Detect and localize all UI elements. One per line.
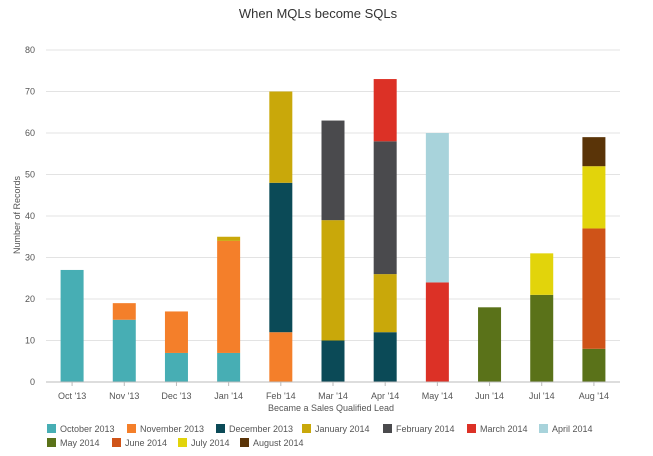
x-tick-label: Mar '14	[318, 391, 348, 401]
bar-segment[interactable]	[217, 240, 241, 353]
legend-label: June 2014	[125, 438, 167, 448]
legend-swatch	[539, 424, 548, 433]
bar-segment[interactable]	[478, 307, 502, 382]
legend-item[interactable]: May 2014	[47, 438, 100, 448]
bars	[60, 79, 606, 383]
x-axis-ticks: Oct '13 Nov '13 Dec '13 Jan '14 Feb '14 Mar '…	[58, 382, 609, 401]
legend-swatch	[302, 424, 311, 433]
legend-item[interactable]: August 2014	[240, 438, 304, 448]
legend-label: October 2013	[60, 424, 115, 434]
y-tick-label: 20	[25, 294, 35, 304]
legend-swatch	[47, 424, 56, 433]
legend-swatch	[216, 424, 225, 433]
bar-segment[interactable]	[164, 311, 188, 353]
x-tick-label: Aug '14	[579, 391, 609, 401]
bar-segment[interactable]	[425, 133, 449, 283]
legend: October 2013 November 2013 December 2013 Ja…	[47, 424, 593, 448]
bar-segment[interactable]	[530, 294, 554, 382]
bar-segment[interactable]	[373, 141, 397, 275]
legend-swatch	[127, 424, 136, 433]
y-tick-label: 40	[25, 211, 35, 221]
legend-item[interactable]: June 2014	[112, 438, 167, 448]
y-tick-label: 50	[25, 170, 35, 180]
legend-item[interactable]: April 2014	[539, 424, 593, 434]
legend-label: August 2014	[253, 438, 304, 448]
y-axis-ticks: 0 10 20 30 40 50 60 70 80	[25, 45, 35, 387]
legend-swatch	[178, 438, 187, 447]
legend-item[interactable]: July 2014	[178, 438, 230, 448]
bar-segment[interactable]	[582, 137, 606, 167]
x-tick-label: Jan '14	[214, 391, 243, 401]
bar-segment[interactable]	[60, 269, 84, 382]
x-tick-label: Apr '14	[371, 391, 399, 401]
legend-item[interactable]: November 2013	[127, 424, 204, 434]
y-tick-label: 70	[25, 87, 35, 97]
y-tick-label: 10	[25, 336, 35, 346]
y-tick-label: 30	[25, 253, 35, 263]
bar-segment[interactable]	[164, 352, 188, 382]
legend-label: November 2013	[140, 424, 204, 434]
legend-label: February 2014	[396, 424, 455, 434]
bar-segment[interactable]	[425, 282, 449, 382]
bar-segment[interactable]	[321, 220, 345, 341]
legend-swatch	[112, 438, 121, 447]
legend-item[interactable]: February 2014	[383, 424, 455, 434]
bar-segment[interactable]	[373, 79, 397, 142]
legend-item[interactable]: March 2014	[467, 424, 528, 434]
legend-swatch	[383, 424, 392, 433]
legend-label: July 2014	[191, 438, 230, 448]
legend-item[interactable]: December 2013	[216, 424, 293, 434]
x-tick-label: Feb '14	[266, 391, 296, 401]
x-tick-label: Dec '13	[161, 391, 191, 401]
bar-segment[interactable]	[321, 340, 345, 383]
bar-segment[interactable]	[530, 253, 554, 295]
x-tick-label: Jun '14	[475, 391, 504, 401]
legend-label: May 2014	[60, 438, 100, 448]
bar-segment[interactable]	[582, 166, 606, 229]
y-tick-label: 80	[25, 45, 35, 55]
legend-label: March 2014	[480, 424, 528, 434]
y-axis-label: Number of Records	[12, 175, 22, 254]
x-tick-label: Oct '13	[58, 391, 86, 401]
bar-segment[interactable]	[269, 182, 293, 333]
bar-segment[interactable]	[217, 236, 241, 241]
legend-swatch	[240, 438, 249, 447]
x-axis-label: Became a Sales Qualified Lead	[268, 403, 394, 413]
legend-label: January 2014	[315, 424, 370, 434]
legend-label: December 2013	[229, 424, 293, 434]
x-tick-label: May '14	[422, 391, 453, 401]
bar-segment[interactable]	[112, 319, 136, 382]
bar-segment[interactable]	[269, 91, 293, 183]
bar-segment[interactable]	[582, 348, 606, 382]
legend-label: April 2014	[552, 424, 593, 434]
bar-segment[interactable]	[269, 332, 293, 382]
bar-segment[interactable]	[112, 303, 136, 320]
chart-title: When MQLs become SQLs	[239, 6, 398, 21]
legend-item[interactable]: October 2013	[47, 424, 115, 434]
bar-segment[interactable]	[373, 332, 397, 382]
bar-segment[interactable]	[373, 274, 397, 333]
bar-segment[interactable]	[582, 228, 606, 349]
legend-item[interactable]: January 2014	[302, 424, 370, 434]
bar-segment[interactable]	[217, 352, 241, 382]
legend-swatch	[47, 438, 56, 447]
y-tick-label: 60	[25, 128, 35, 138]
x-tick-label: Nov '13	[109, 391, 139, 401]
bar-segment[interactable]	[321, 120, 345, 221]
legend-swatch	[467, 424, 476, 433]
y-tick-label: 0	[30, 377, 35, 387]
x-tick-label: Jul '14	[529, 391, 555, 401]
